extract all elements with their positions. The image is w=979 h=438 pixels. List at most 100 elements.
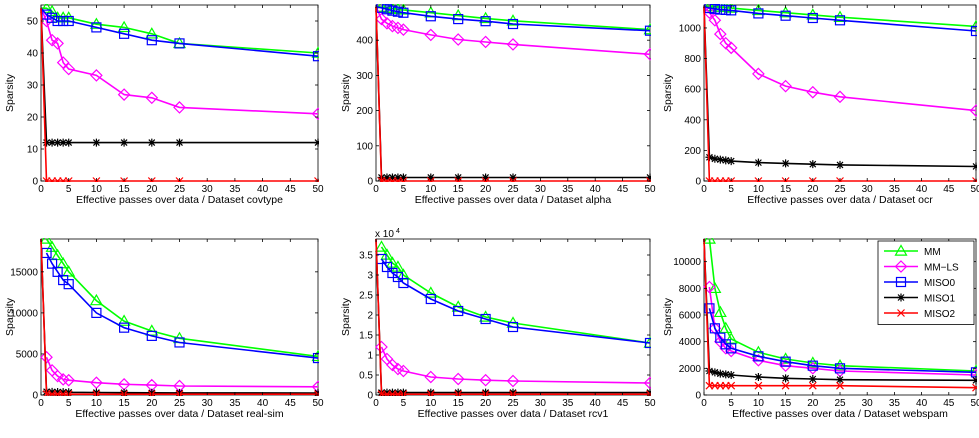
marker-miso1 — [399, 173, 408, 182]
marker-mm-ls — [708, 13, 722, 27]
marker-miso1 — [836, 375, 844, 384]
y-axis-label: Sparsity — [340, 73, 352, 112]
y-tick-label: 10000 — [673, 257, 701, 268]
y-axis-label: Sparsity — [340, 297, 352, 336]
marker-miso1 — [426, 173, 435, 182]
x-tick-label: 35 — [889, 398, 901, 409]
x-tick-label: 40 — [257, 184, 269, 195]
marker-mm-ls — [375, 12, 388, 26]
x-tick-label: 50 — [644, 398, 656, 409]
marker-mm-ls — [713, 27, 727, 41]
legend-marker-mm-ls — [894, 260, 908, 273]
marker-mm-ls — [752, 67, 765, 81]
marker-miso1 — [781, 159, 790, 168]
legend-marker-miso2 — [897, 309, 905, 317]
marker-miso0 — [381, 4, 393, 15]
marker-miso0 — [46, 258, 58, 269]
marker-mm-ls — [708, 321, 722, 335]
x-tick-label: 5 — [401, 184, 407, 195]
marker-mm — [724, 4, 738, 13]
marker-miso1 — [64, 138, 73, 147]
marker-miso0 — [52, 15, 63, 27]
marker-mm-ls — [424, 370, 438, 384]
y-tick-label: 400 — [684, 115, 701, 126]
chart-panel-2: 0 5 10 15 20 25 30 35 40 45 50 0 100 200 300 400 Effecti… — [340, 4, 656, 206]
x-tick-label: 10 — [425, 398, 437, 409]
legend: MM MM−LS MISO0 MISO1 MISO2 — [877, 240, 975, 325]
marker-miso0 — [146, 35, 157, 46]
marker-mm-ls — [90, 69, 103, 82]
marker-mm-ls — [806, 85, 820, 99]
marker-miso0 — [480, 313, 491, 325]
marker-mm-ls — [969, 104, 977, 117]
x-tick-label: 45 — [943, 398, 955, 409]
marker-miso0 — [63, 15, 74, 27]
marker-mm-ls — [451, 33, 465, 46]
marker-miso1 — [716, 369, 725, 378]
marker-miso1 — [454, 173, 463, 182]
marker-mm-ls — [90, 376, 103, 390]
marker-miso1 — [393, 173, 402, 182]
x-tick-label: 15 — [453, 184, 465, 195]
marker-mm — [89, 17, 103, 29]
marker-mm-ls — [375, 340, 388, 354]
x-tick-label: 5 — [66, 184, 72, 195]
marker-miso0 — [58, 15, 69, 27]
marker-mm — [391, 260, 405, 272]
x-tick-label: 0 — [701, 398, 707, 409]
marker-mm — [833, 358, 847, 371]
y-tick-label: 100 — [356, 141, 373, 152]
marker-miso1 — [972, 162, 977, 171]
x-tick-label: 30 — [862, 398, 874, 409]
marker-miso0 — [709, 4, 720, 14]
y-tick-label: 3 — [367, 271, 373, 282]
marker-miso1 — [808, 375, 817, 383]
marker-mm — [40, 238, 54, 244]
y-tick-label: 0 — [695, 391, 701, 402]
marker-miso1 — [393, 388, 402, 396]
marker-miso0 — [118, 322, 130, 333]
x-axis-label: Effective passes over data / Dataset cov… — [76, 194, 283, 206]
marker-miso0 — [46, 12, 58, 23]
y-tick-label: 200 — [684, 146, 701, 157]
marker-mm-ls — [719, 36, 733, 50]
y-tick-label: 6000 — [679, 311, 702, 322]
marker-mm-ls — [173, 101, 186, 114]
y-tick-label: 1 — [367, 351, 373, 362]
marker-mm-ls — [380, 16, 394, 30]
y-tick-label: 0 — [32, 177, 38, 188]
y-tick-label: 8000 — [679, 284, 702, 295]
marker-miso0 — [644, 25, 651, 36]
marker-miso1 — [59, 388, 68, 396]
y-tick-label: 2.5 — [359, 291, 373, 302]
y-tick-label: 4000 — [679, 337, 702, 348]
x-tick-label: 20 — [146, 184, 158, 195]
series-line-miso0 — [375, 6, 651, 32]
y-tick-label: 800 — [684, 54, 701, 65]
y-tick-label: 40 — [27, 49, 39, 60]
marker-miso2 — [808, 381, 817, 390]
marker-miso0 — [118, 28, 130, 39]
marker-miso0 — [780, 356, 791, 367]
chart-panel-5: 0 5 10 15 20 25 30 35 40 45 50 0 0.5 1 1.5 2 2.5 3 3.5 Effe… — [340, 228, 656, 420]
marker-miso0 — [398, 277, 409, 289]
marker-mm-ls — [703, 6, 716, 20]
series-line-mm-ls — [708, 286, 977, 376]
marker-miso1 — [382, 388, 391, 396]
marker-miso0 — [709, 323, 720, 334]
y-tick-label: 2 — [367, 311, 373, 322]
x-tick-label: 25 — [834, 398, 846, 409]
marker-miso2 — [59, 390, 68, 396]
legend-marker-miso1 — [897, 293, 905, 302]
marker-mm — [779, 5, 793, 18]
marker-mm-ls — [451, 372, 465, 386]
marker-miso2 — [48, 177, 57, 182]
marker-mm — [751, 4, 765, 16]
marker-miso0 — [753, 8, 764, 19]
x-tick-label: 10 — [91, 398, 103, 409]
marker-mm-ls — [779, 79, 792, 93]
marker-miso1 — [481, 173, 490, 182]
chart-panel-3: 0 5 10 15 20 25 30 35 40 45 50 0 200 400 600 800 1000 Eff… — [662, 4, 979, 206]
marker-miso2 — [42, 177, 51, 182]
x-tick-label: 0 — [38, 398, 44, 409]
